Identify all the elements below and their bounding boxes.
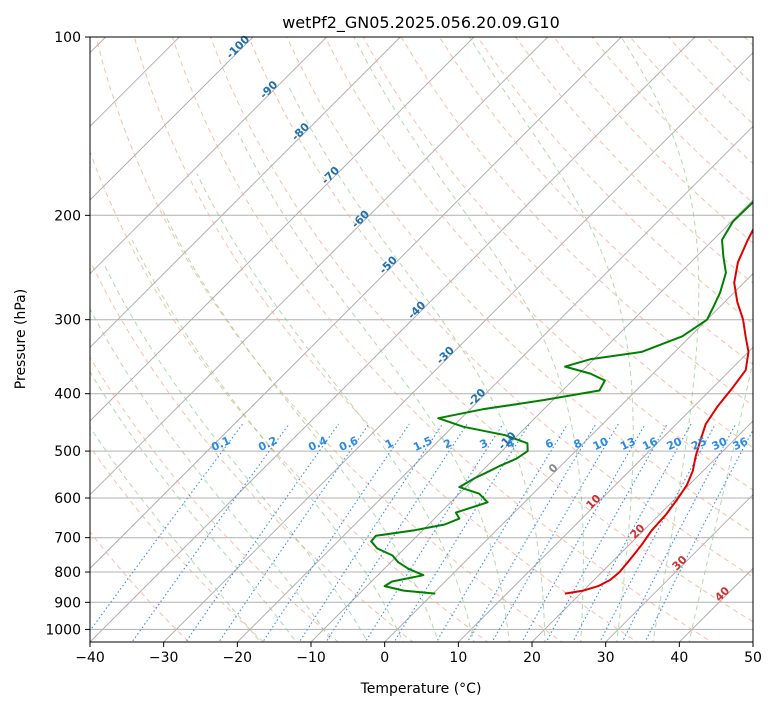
dry-adiabat xyxy=(95,37,564,642)
dry-adiabat xyxy=(400,37,753,407)
mixing-ratio-line xyxy=(393,423,530,642)
y-tick-label: 200 xyxy=(54,208,81,224)
moist-adiabat xyxy=(131,239,404,642)
dry-adiabat xyxy=(209,37,753,623)
isotherm-line xyxy=(90,37,402,349)
x-tick-label: 50 xyxy=(744,650,762,666)
moist-adiabat xyxy=(353,37,584,642)
y-tick-label: 600 xyxy=(54,491,81,507)
moist-adiabat xyxy=(90,370,297,642)
y-tick-label: 900 xyxy=(54,595,81,611)
isotherm-line xyxy=(90,37,328,275)
isotherm-line xyxy=(236,125,753,642)
pressure-grid xyxy=(90,37,753,630)
mixing-ratio-line xyxy=(185,423,340,642)
mixing-ratio-label: 36 xyxy=(731,435,751,453)
y-tick-label: 700 xyxy=(54,531,81,547)
isotherm-line xyxy=(90,37,549,496)
isotherm-line xyxy=(90,37,254,201)
isotherm-line xyxy=(310,199,753,642)
plot-area xyxy=(90,37,753,642)
x-tick-label: 20 xyxy=(523,650,541,666)
x-tick-label: −20 xyxy=(223,650,253,666)
moist-adiabat xyxy=(237,132,510,642)
dry-adiabat xyxy=(171,37,713,642)
sounding-traces xyxy=(370,200,753,595)
moist-adiabat xyxy=(161,208,440,642)
mixing-ratio-label: 10 xyxy=(591,435,611,453)
x-tick-label: 40 xyxy=(670,650,688,666)
y-tick-label: 300 xyxy=(54,313,81,329)
dry-adiabat xyxy=(286,37,753,534)
isotherm-line xyxy=(90,37,696,642)
moist-adiabat xyxy=(90,426,261,642)
x-axis-label: Temperature (°C) xyxy=(360,681,482,697)
moist-adiabats xyxy=(90,37,753,642)
isotherm-line xyxy=(162,51,753,642)
y-tick-label: 1000 xyxy=(45,622,81,638)
x-tick-label: −10 xyxy=(296,650,326,666)
mixing-ratio-line xyxy=(644,428,753,642)
x-tick-label: 10 xyxy=(449,650,467,666)
plot-frame xyxy=(89,36,754,643)
mixing-ratio-line xyxy=(491,423,619,642)
dry-adiabat xyxy=(248,37,753,578)
x-tick-label: −40 xyxy=(75,650,105,666)
temperature-trace xyxy=(564,227,753,595)
mixing-ratio-line xyxy=(621,423,737,642)
isotherm-line xyxy=(457,346,753,642)
isotherm-line xyxy=(90,37,475,422)
mixing-ratio-label: 16 xyxy=(640,435,660,453)
isotherm-line xyxy=(383,272,753,642)
y-axis-label: Pressure (hPa) xyxy=(13,289,29,389)
isotherm-line xyxy=(604,493,753,642)
moist-adiabat xyxy=(102,262,369,642)
mixing-ratio-line xyxy=(599,423,716,642)
x-tick-label: −30 xyxy=(149,650,179,666)
mixing-ratio-line xyxy=(262,423,410,642)
y-tick-label: 800 xyxy=(54,565,81,581)
y-tick-label: 400 xyxy=(54,387,81,403)
dewpoint-trace xyxy=(370,200,753,595)
dry-adiabat xyxy=(90,259,414,642)
x-tick-label: 0 xyxy=(380,650,389,666)
chart-title: wetPf2_GN05.2025.056.20.09.G10 xyxy=(282,13,560,33)
moist-adiabat xyxy=(196,173,475,642)
mixing-ratio-line xyxy=(131,423,290,642)
x-tick-label: 30 xyxy=(597,650,615,666)
mixing-ratio-label: 30 xyxy=(710,435,730,453)
y-tick-label: 100 xyxy=(54,30,81,46)
isotherm-line xyxy=(90,37,623,570)
skewed-isotherms xyxy=(90,37,753,642)
moist-adiabat xyxy=(90,308,333,642)
mixing-ratio-label: 20 xyxy=(665,435,685,453)
mixing-ratio-label: 13 xyxy=(618,435,637,453)
moist-adiabat xyxy=(688,358,753,642)
isotherm-line xyxy=(90,37,181,128)
dry-adiabat xyxy=(477,37,753,325)
mixing-ratio-line xyxy=(90,423,244,632)
dry-adiabat xyxy=(90,150,489,642)
dry-adiabat xyxy=(90,445,265,642)
mixing-ratio-line xyxy=(218,423,370,642)
dry-adiabat xyxy=(133,37,638,642)
mixing-ratio-lines xyxy=(90,423,753,642)
mixing-ratio-label: 25 xyxy=(689,435,708,453)
mixing-ratio-line xyxy=(298,423,444,642)
axes: −40 −30 −20 −10 0 10 20 30 40 50 100 200 300 400 500 60… xyxy=(45,30,762,666)
mixing-ratio-line xyxy=(435,423,569,642)
y-tick-label: 500 xyxy=(54,444,81,460)
